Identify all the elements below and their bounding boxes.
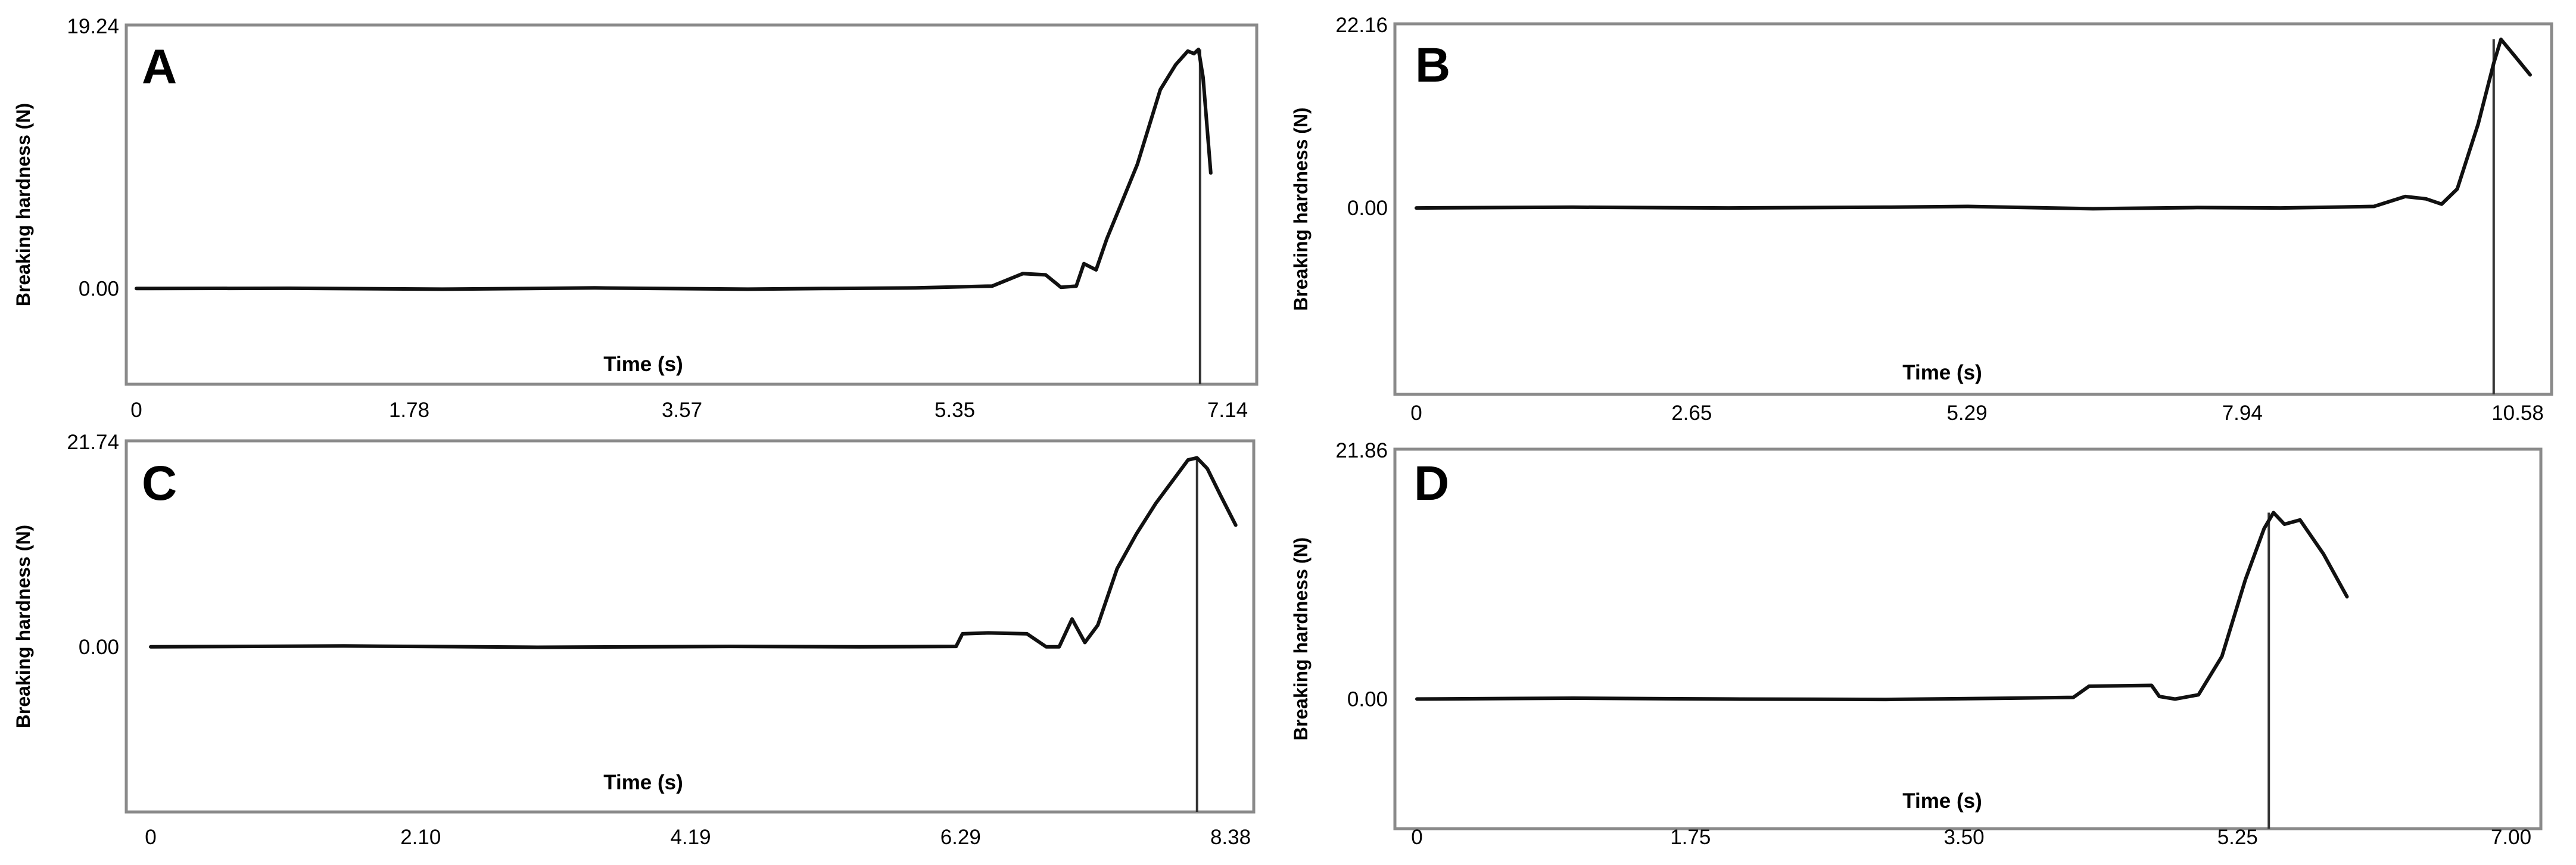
x-tick-label-d: 3.50 [1943,826,1984,849]
y-tick-label-d: 21.86 [1335,439,1388,462]
x-tick-label-a: 1.78 [389,399,429,422]
x-tick-label-d: 0 [1411,826,1422,849]
x-tick-label-c: 8.38 [1210,826,1251,849]
y-axis-label-a: Breaking hardness (N) [13,103,34,306]
y-tick-label-c: 0.00 [79,636,119,659]
chart-c: C 21.74 0.00 0 2.10 4.19 6.29 8.38 Time (s) Break… [13,431,1256,849]
force-trace-d [1415,511,2349,702]
panel-letter-b: B [1415,38,1450,92]
x-tick-label-d: 5.25 [2217,826,2258,849]
x-tick-label-b: 5.29 [1946,402,1987,425]
panel-d: D 21.86 0.00 0 1.75 3.50 5.25 7.00 Time (s) Break… [1288,432,2576,865]
panel-c: C 21.74 0.00 0 2.10 4.19 6.29 8.38 Time (s) Break… [0,431,1287,865]
x-tick-label-b: 10.58 [2491,402,2544,425]
x-tick-label-a: 0 [130,399,142,422]
y-axis-label-d: Breaking hardness (N) [1290,537,1312,740]
x-axis-label-a: Time (s) [603,353,683,376]
x-tick-label-a: 3.57 [662,399,702,422]
plot-frame-b [1393,22,2553,396]
y-tick-label-b: 22.16 [1335,14,1388,37]
plot-frame-d [1393,447,2543,830]
plot-frame-c [124,439,1256,814]
force-trace-c [149,456,1238,649]
panel-a: A 19.24 0.00 0 1.78 3.57 5.35 7.14 Time (s) Break… [0,0,1287,432]
plot-frame-a [124,23,1259,386]
y-axis-label-c: Breaking hardness (N) [13,525,34,728]
chart-b: B 22.16 0.00 0 2.65 5.29 7.94 10.58 Time (s) Brea… [1290,14,2553,425]
x-tick-label-d: 7.00 [2491,826,2531,849]
x-axis-label-b: Time (s) [1902,361,1982,384]
chart-d: D 21.86 0.00 0 1.75 3.50 5.25 7.00 Time (s) Break… [1290,439,2543,849]
x-tick-label-c: 2.10 [400,826,441,849]
y-tick-label-c: 21.74 [67,431,119,454]
panel-letter-a: A [142,40,177,94]
x-tick-label-a: 5.35 [935,399,975,422]
x-tick-label-b: 0 [1410,402,1422,425]
x-tick-label-c: 6.29 [940,826,981,849]
x-axis-label-c: Time (s) [603,771,683,794]
chart-a: A 19.24 0.00 0 1.78 3.57 5.35 7.14 Time (s) Break… [13,15,1259,422]
panel-b: B 22.16 0.00 0 2.65 5.29 7.94 10.58 Time (s) Brea… [1288,0,2576,432]
y-tick-label-b: 0.00 [1347,197,1388,220]
y-axis-label-b: Breaking hardness (N) [1290,107,1312,310]
force-trace-a [135,47,1213,291]
x-tick-label-b: 2.65 [1671,402,1712,425]
x-tick-label-b: 7.94 [2222,402,2263,425]
x-tick-label-a: 7.14 [1207,399,1248,422]
y-tick-label-a: 0.00 [79,277,119,300]
x-axis-label-d: Time (s) [1902,789,1982,813]
y-tick-label-a: 19.24 [67,15,119,38]
y-tick-label-d: 0.00 [1347,687,1388,711]
x-tick-label-c: 4.19 [670,826,711,849]
x-tick-label-d: 1.75 [1670,826,1711,849]
panel-letter-d: D [1414,456,1449,511]
x-tick-label-c: 0 [145,826,156,849]
force-trace-b [1415,38,2532,211]
panel-letter-c: C [142,456,177,511]
